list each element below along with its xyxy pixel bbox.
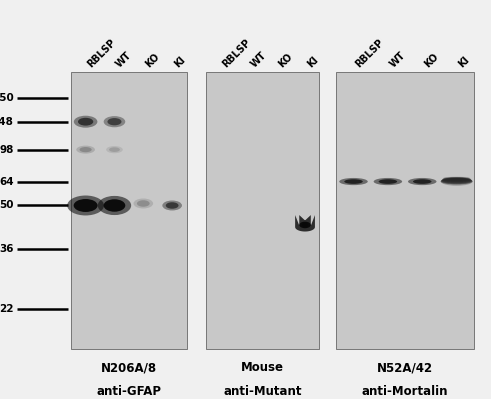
- Text: 50: 50: [0, 200, 14, 211]
- Text: 22: 22: [0, 304, 14, 314]
- Ellipse shape: [442, 178, 471, 182]
- Ellipse shape: [300, 222, 311, 228]
- Ellipse shape: [339, 178, 368, 185]
- Text: RBLSP: RBLSP: [220, 38, 252, 70]
- Ellipse shape: [166, 202, 179, 209]
- Text: 64: 64: [0, 176, 14, 187]
- Text: WT: WT: [114, 50, 134, 70]
- Ellipse shape: [443, 177, 470, 179]
- Ellipse shape: [443, 177, 470, 180]
- Text: KI: KI: [172, 55, 187, 70]
- Ellipse shape: [344, 179, 363, 184]
- Ellipse shape: [302, 223, 308, 227]
- Ellipse shape: [374, 178, 402, 185]
- Text: 36: 36: [0, 244, 14, 255]
- Ellipse shape: [379, 179, 397, 184]
- Text: Mouse: Mouse: [241, 361, 284, 374]
- Text: 98: 98: [0, 144, 14, 155]
- Bar: [336, 72, 474, 349]
- Ellipse shape: [443, 177, 470, 180]
- Ellipse shape: [443, 177, 470, 180]
- Text: anti-Mutant: anti-Mutant: [223, 385, 302, 398]
- Ellipse shape: [78, 118, 93, 126]
- Text: anti-GFAP: anti-GFAP: [96, 385, 162, 398]
- Text: N52A/42: N52A/42: [377, 361, 433, 374]
- Text: RBLSP: RBLSP: [354, 38, 385, 70]
- Ellipse shape: [441, 177, 472, 186]
- Ellipse shape: [444, 177, 469, 179]
- Ellipse shape: [74, 199, 98, 212]
- Ellipse shape: [441, 178, 472, 184]
- Text: KI: KI: [305, 55, 320, 70]
- Text: WT: WT: [248, 50, 268, 70]
- Ellipse shape: [441, 178, 472, 183]
- Ellipse shape: [442, 178, 471, 182]
- Ellipse shape: [441, 178, 472, 185]
- Ellipse shape: [442, 177, 471, 181]
- Ellipse shape: [74, 116, 97, 128]
- Text: anti-Mortalin: anti-Mortalin: [362, 385, 448, 398]
- Ellipse shape: [413, 179, 432, 184]
- Ellipse shape: [98, 196, 131, 215]
- Text: 148: 148: [0, 117, 14, 127]
- Text: N206A/8: N206A/8: [101, 361, 157, 374]
- Ellipse shape: [67, 196, 104, 215]
- Ellipse shape: [443, 177, 470, 180]
- Text: RBLSP: RBLSP: [85, 38, 118, 70]
- Ellipse shape: [137, 200, 150, 207]
- Text: 250: 250: [0, 93, 14, 103]
- Ellipse shape: [109, 147, 120, 152]
- Ellipse shape: [163, 200, 182, 211]
- Ellipse shape: [442, 178, 471, 181]
- Ellipse shape: [441, 178, 472, 183]
- Ellipse shape: [441, 178, 472, 184]
- Ellipse shape: [104, 116, 125, 127]
- Ellipse shape: [134, 199, 153, 209]
- Ellipse shape: [408, 178, 436, 185]
- PathPatch shape: [295, 215, 315, 231]
- Text: KO: KO: [277, 52, 295, 70]
- Ellipse shape: [442, 178, 471, 182]
- Bar: [206, 72, 319, 349]
- Text: KO: KO: [422, 52, 440, 70]
- Ellipse shape: [104, 199, 125, 212]
- Bar: [71, 72, 187, 349]
- Ellipse shape: [76, 146, 95, 154]
- Text: KI: KI: [457, 55, 471, 70]
- Ellipse shape: [441, 178, 472, 184]
- Text: KO: KO: [143, 52, 161, 70]
- Ellipse shape: [108, 118, 121, 125]
- Text: WT: WT: [388, 50, 408, 70]
- Ellipse shape: [106, 146, 123, 153]
- Ellipse shape: [442, 178, 471, 182]
- Ellipse shape: [80, 147, 92, 152]
